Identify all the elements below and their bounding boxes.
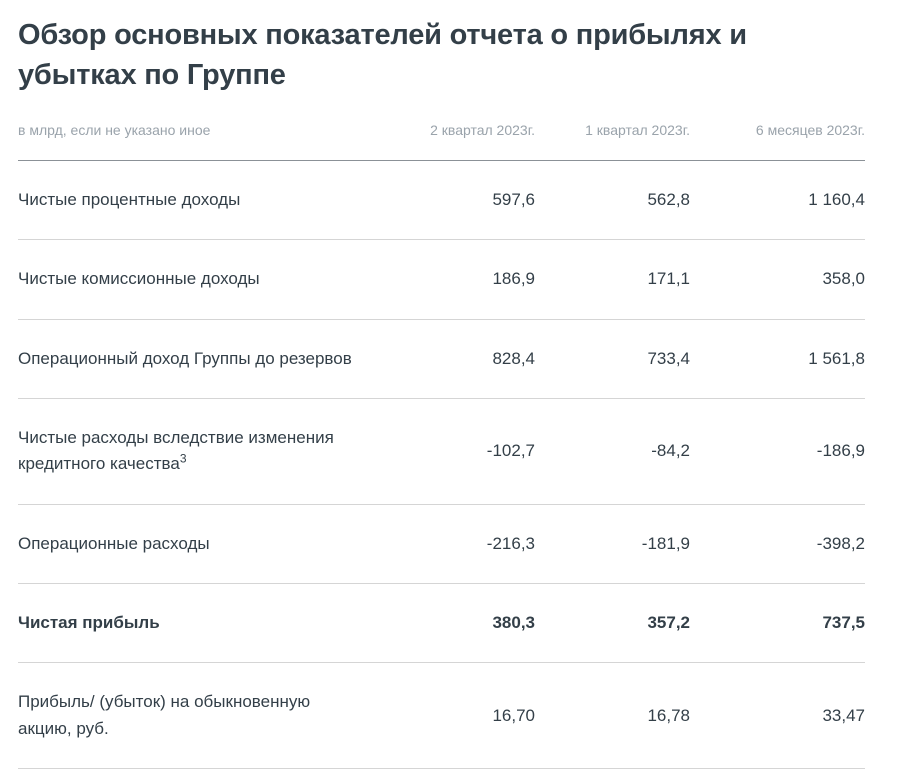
table-row: Чистые расходы вследствие изменения кред… [18, 398, 865, 505]
footnote-marker: 3 [179, 451, 187, 466]
row-label: Чистая прибыль [18, 583, 380, 664]
row-label: Прибыль/ (убыток) на обыкновенную акцию,… [18, 662, 380, 770]
value-cell: 562,8 [535, 160, 690, 241]
page-title: Обзор основных показателей отчета о приб… [18, 19, 747, 92]
value-cell: 1 561,8 [690, 319, 865, 400]
value-cell: -181,9 [535, 504, 690, 585]
value-cell: 358,0 [690, 239, 865, 320]
value-cell: -186,9 [690, 398, 865, 505]
column-header-q1-2023: 1 квартал 2023г. [535, 95, 690, 162]
units-note: в млрд, если не указано иное [18, 95, 380, 162]
table-row: Операционные расходы -216,3 -181,9 -398,… [18, 504, 865, 585]
column-header-q2-2023: 2 квартал 2023г. [380, 95, 535, 162]
value-cell: -216,3 [380, 504, 535, 585]
value-cell: 33,47 [690, 662, 865, 770]
value-cell: -84,2 [535, 398, 690, 505]
value-cell: -102,7 [380, 398, 535, 505]
table-row: Операционный доход Группы до резервов 82… [18, 319, 865, 400]
value-cell: 733,4 [535, 319, 690, 400]
row-label: Чистые процентные доходы [18, 160, 380, 241]
value-cell: 737,5 [690, 583, 865, 664]
value-cell: 357,2 [535, 583, 690, 664]
pnl-overview-table: в млрд, если не указано иное 2 квартал 2… [18, 95, 865, 770]
value-cell: 186,9 [380, 239, 535, 320]
row-label: Операционный доход Группы до резервов [18, 319, 380, 400]
table-row: Чистые процентные доходы 597,6 562,8 1 1… [18, 160, 865, 241]
row-label: Чистые расходы вследствие изменения кред… [18, 398, 380, 505]
value-cell: 16,70 [380, 662, 535, 770]
table-header-row: в млрд, если не указано иное 2 квартал 2… [18, 95, 865, 162]
value-cell: 828,4 [380, 319, 535, 400]
value-cell: 1 160,4 [690, 160, 865, 241]
table-row-net-profit: Чистая прибыль 380,3 357,2 737,5 [18, 583, 865, 664]
row-label: Операционные расходы [18, 504, 380, 585]
table-row: Прибыль/ (убыток) на обыкновенную акцию,… [18, 662, 865, 770]
value-cell: 380,3 [380, 583, 535, 664]
value-cell: 16,78 [535, 662, 690, 770]
value-cell: 597,6 [380, 160, 535, 241]
row-label: Чистые комиссионные доходы [18, 239, 380, 320]
value-cell: 171,1 [535, 239, 690, 320]
value-cell: -398,2 [690, 504, 865, 585]
column-header-6m-2023: 6 месяцев 2023г. [690, 95, 865, 162]
table-row: Чистые комиссионные доходы 186,9 171,1 3… [18, 239, 865, 320]
